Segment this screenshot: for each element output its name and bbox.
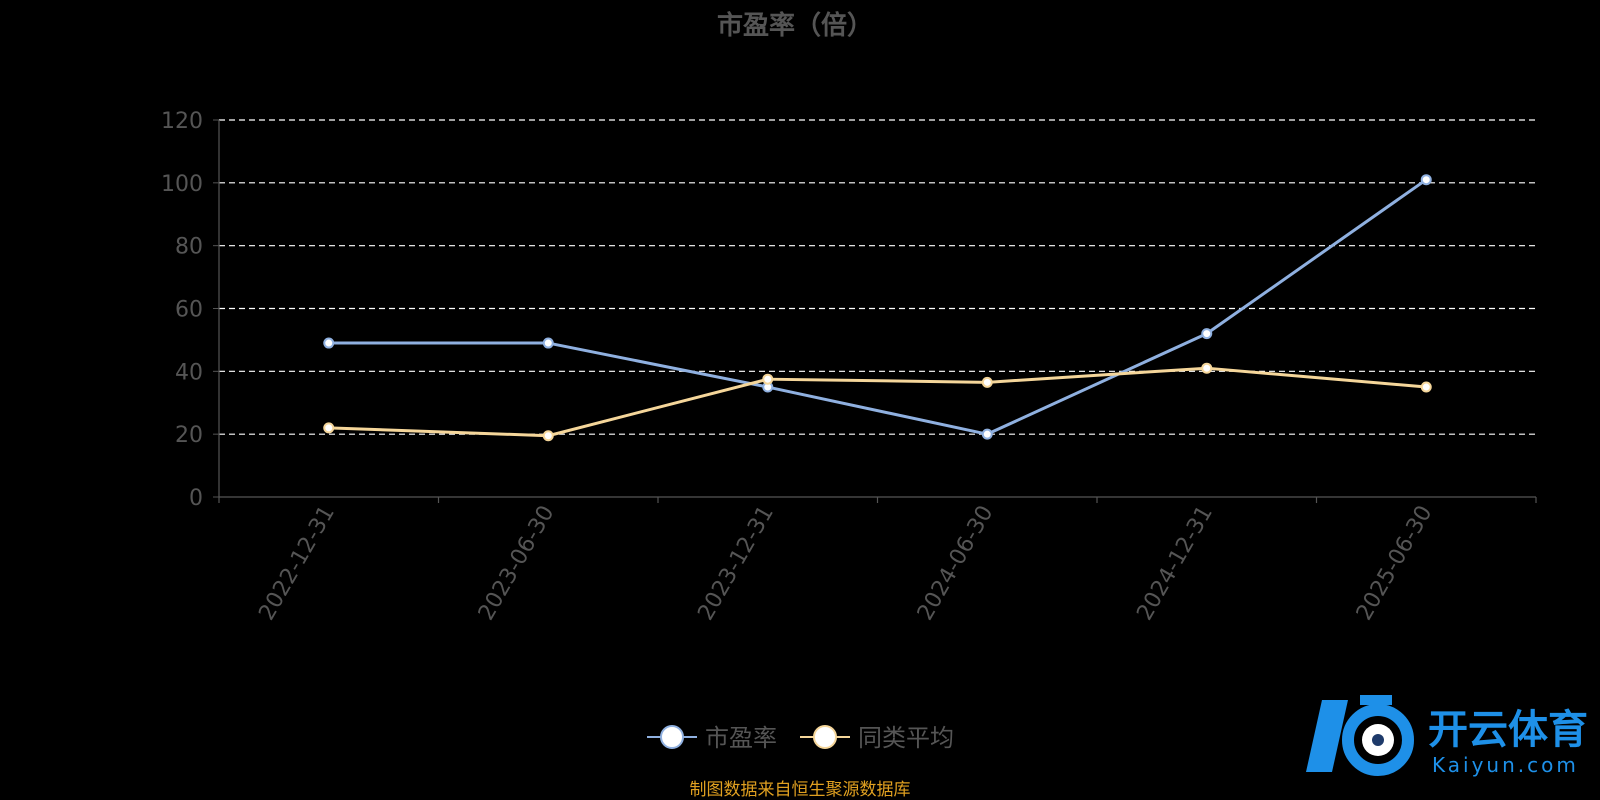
y-tick-label: 20 <box>175 423 203 448</box>
chart-title: 市盈率（倍） <box>717 10 873 41</box>
x-tick-label: 2025-06-30 <box>1352 502 1438 625</box>
y-tick-label: 100 <box>161 172 203 197</box>
y-tick-label: 60 <box>175 298 203 323</box>
x-tick-label: 2022-12-31 <box>254 502 340 625</box>
data-point[interactable] <box>1201 328 1213 340</box>
kaiyun-logo-icon <box>1306 695 1414 776</box>
x-axis: 2022-12-31 2023-06-30 2023-12-31 2024-06-30… <box>218 496 1537 625</box>
kaiyun-watermark: 开云体育 Kaiyun.com <box>1306 695 1588 777</box>
legend-label[interactable]: 市盈率 <box>705 724 777 752</box>
y-tick-label: 120 <box>161 109 203 134</box>
legend-marker <box>813 725 837 749</box>
legend-marker <box>660 725 684 749</box>
legend-label[interactable]: 同类平均 <box>858 724 954 752</box>
y-tick-label: 40 <box>175 360 203 385</box>
x-tick-label: 2023-06-30 <box>474 502 560 625</box>
y-tick-label: 0 <box>189 486 203 511</box>
data-point[interactable] <box>981 428 993 440</box>
data-point[interactable] <box>323 422 335 434</box>
data-point[interactable] <box>542 337 554 349</box>
watermark-url: Kaiyun.com <box>1432 753 1579 777</box>
x-tick-label: 2023-12-31 <box>693 502 779 625</box>
series-line-1 <box>328 366 1427 438</box>
grid-lines <box>219 119 1536 435</box>
watermark-brand: 开云体育 <box>1428 707 1588 753</box>
data-point[interactable] <box>762 373 774 385</box>
series-layer <box>323 174 1432 442</box>
y-axis: 0 20 40 60 80 100 120 <box>161 109 220 511</box>
data-point[interactable] <box>981 376 993 388</box>
data-point[interactable] <box>1420 381 1432 393</box>
data-point[interactable] <box>1420 174 1432 186</box>
series-line-0 <box>328 178 1428 436</box>
data-point[interactable] <box>542 430 554 442</box>
source-note: 制图数据来自恒生聚源数据库 <box>690 780 911 800</box>
x-tick-label: 2024-06-30 <box>913 502 999 625</box>
data-point[interactable] <box>323 337 335 349</box>
x-tick-label: 2024-12-31 <box>1132 502 1218 625</box>
data-point[interactable] <box>1201 362 1213 374</box>
y-tick-label: 80 <box>175 235 203 260</box>
legend[interactable]: 市盈率 同类平均 <box>647 724 954 752</box>
